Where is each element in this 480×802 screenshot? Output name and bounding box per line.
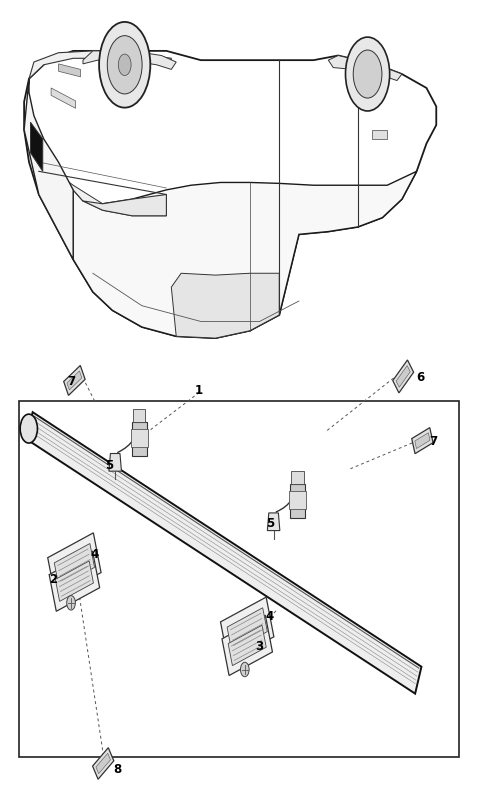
Polygon shape [393,360,414,394]
Polygon shape [93,747,114,780]
FancyArrowPatch shape [276,481,298,512]
Circle shape [99,23,150,108]
Polygon shape [83,195,167,217]
Bar [289,492,306,509]
Polygon shape [26,413,421,694]
Circle shape [353,51,382,99]
Bar [291,472,304,484]
Circle shape [107,37,142,95]
Polygon shape [96,753,110,774]
Polygon shape [415,433,430,449]
Polygon shape [396,367,410,387]
Text: 6: 6 [416,371,425,383]
Polygon shape [222,615,273,676]
Circle shape [20,415,37,444]
Polygon shape [39,164,167,217]
Polygon shape [83,52,176,71]
Polygon shape [54,544,95,587]
Polygon shape [220,597,274,662]
Text: 2: 2 [49,573,57,585]
Text: 1: 1 [195,383,203,396]
Polygon shape [328,56,402,82]
Polygon shape [73,172,417,338]
Text: 5: 5 [265,516,274,529]
Text: 4: 4 [265,610,274,622]
Polygon shape [228,626,266,666]
Bar [131,430,148,448]
Polygon shape [372,131,387,140]
Circle shape [240,662,249,677]
Polygon shape [412,428,433,454]
Circle shape [346,38,390,111]
Circle shape [67,596,75,610]
Text: 7: 7 [429,435,437,448]
Polygon shape [227,608,267,651]
FancyArrowPatch shape [118,419,139,453]
Polygon shape [267,513,280,531]
Polygon shape [31,123,43,172]
Polygon shape [59,65,81,78]
Polygon shape [55,561,94,602]
Polygon shape [24,52,436,338]
Text: 4: 4 [91,547,99,560]
Bar [132,423,147,456]
Polygon shape [171,274,279,338]
Polygon shape [64,366,85,396]
Polygon shape [24,79,73,260]
Circle shape [118,55,131,76]
Polygon shape [51,89,76,109]
Text: 5: 5 [105,459,114,472]
Bar [133,410,145,423]
Polygon shape [109,454,121,472]
Polygon shape [48,533,101,597]
Text: 3: 3 [255,639,263,652]
Text: 8: 8 [113,762,122,775]
Polygon shape [29,52,171,79]
Polygon shape [49,551,100,612]
Bar [19,401,459,757]
Text: 7: 7 [67,375,75,387]
Bar [290,484,305,518]
Polygon shape [67,371,82,391]
